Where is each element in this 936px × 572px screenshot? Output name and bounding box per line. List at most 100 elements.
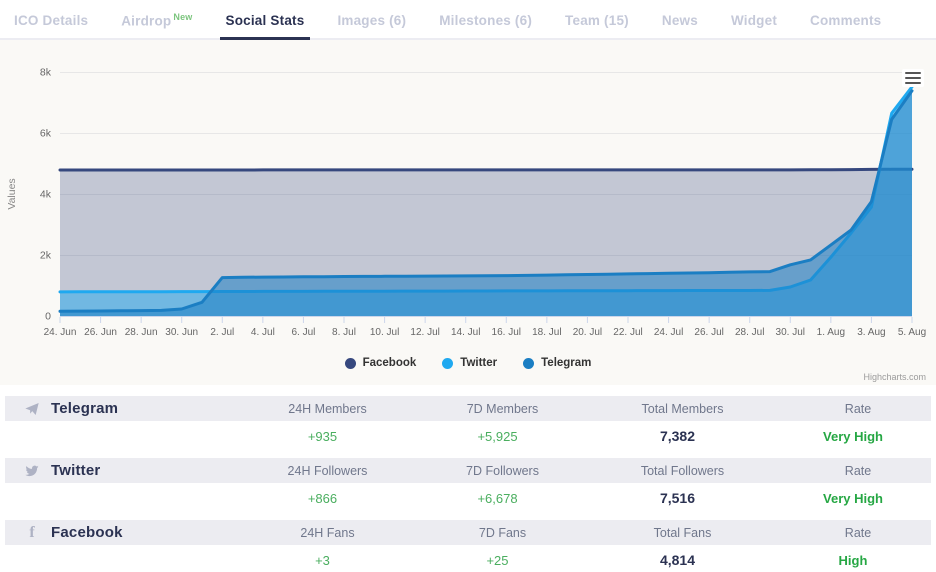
x-axis-label: 20. Jul: [573, 327, 602, 338]
tab-label: Social Stats: [225, 13, 305, 28]
telegram-legend-dot: [523, 357, 535, 369]
delta-value: +935: [307, 428, 338, 444]
network-name: Twitter: [51, 462, 101, 479]
legend-label: Telegram: [541, 357, 592, 369]
chart-context-menu-button[interactable]: [902, 69, 924, 87]
tab-label: Comments: [810, 13, 882, 28]
telegram-line: [58, 89, 914, 313]
x-axis-label: 30. Jul: [776, 327, 805, 338]
x-axis-label: 4. Jul: [251, 327, 275, 338]
x-axis-label: 24. Jun: [44, 327, 77, 338]
x-axis-label: 3. Aug: [857, 327, 885, 338]
x-axis-label: 14. Jul: [451, 327, 480, 338]
x-axis-label: 8. Jul: [332, 327, 356, 338]
twitter-header: Twitter: [5, 462, 240, 480]
tab-label: Images (6): [337, 13, 407, 28]
telegram-icon: [23, 400, 41, 418]
facebook-line: [58, 167, 914, 172]
telegram-area: [60, 90, 912, 316]
chart-legend: Facebook Twitter Telegram: [0, 357, 936, 369]
column-label: Rate: [844, 525, 872, 540]
x-axis-label: 12. Jul: [410, 327, 439, 338]
total-value: 7,382: [659, 428, 696, 444]
y-axis-label: 6k: [40, 128, 52, 140]
x-axis-label: 26. Jun: [84, 327, 117, 338]
social-stats-chart: 0 2k 4k 6k 8k Values 24. Jun 26. Jun 28. Jun 30. …: [0, 40, 936, 385]
y-axis-label: 2k: [40, 250, 52, 262]
tab-images-6[interactable]: Images (6): [335, 1, 408, 38]
column-label: 24H Followers: [287, 463, 368, 478]
column-label: 7D Members: [466, 401, 539, 416]
column-label: Total Followers: [640, 463, 725, 478]
new-badge: New: [173, 11, 193, 22]
column-label: 7D Followers: [466, 463, 539, 478]
delta-value: +25: [486, 552, 509, 568]
facebook-header: f Facebook: [5, 524, 240, 542]
legend-label: Facebook: [362, 357, 417, 369]
tab-label: Airdrop: [121, 13, 172, 28]
twitter-legend-dot: [442, 357, 454, 369]
tab-label: Milestones (6): [439, 13, 533, 28]
rate-value: Very High: [823, 428, 883, 444]
x-axis-label: 2. Jul: [210, 327, 234, 338]
delta-value: +5,925: [477, 428, 518, 444]
column-label: 24H Fans: [300, 525, 355, 540]
x-axis-label: 28. Jun: [125, 327, 158, 338]
y-axis-title: Values: [6, 178, 18, 209]
column-label: Rate: [844, 463, 872, 478]
social-stats-table: Telegram 24H Members 7D Members Total Membe…: [0, 385, 936, 572]
network-name: Facebook: [51, 524, 123, 541]
column-label: Total Members: [641, 401, 724, 416]
column-label: Total Fans: [653, 525, 712, 540]
telegram-header: Telegram: [5, 400, 240, 418]
facebook-stats-row: f Facebook 24H Fans 7D Fans Total Fans Rate +3…: [0, 520, 936, 572]
telegram-stats-row: Telegram 24H Members 7D Members Total Membe…: [0, 396, 936, 451]
x-axis-label: 24. Jul: [654, 327, 683, 338]
delta-value: +6,678: [477, 490, 518, 506]
legend-label: Twitter: [460, 357, 498, 369]
x-axis-label: 22. Jul: [613, 327, 642, 338]
highcharts-credits[interactable]: Highcharts.com: [863, 372, 926, 382]
tab-bar: ICO Details Airdrop New Social Stats Images …: [0, 0, 936, 40]
total-value: 7,516: [659, 490, 696, 506]
x-axis-label: 1. Aug: [817, 327, 845, 338]
y-axis-label: 0: [45, 311, 51, 323]
delta-value: +866: [307, 490, 338, 506]
x-axis-label: 28. Jul: [735, 327, 764, 338]
x-axis-label: 30. Jun: [165, 327, 198, 338]
rate-value: High: [838, 552, 868, 568]
twitter-icon: [23, 462, 41, 480]
x-axis-label: 6. Jul: [291, 327, 315, 338]
tab-comments[interactable]: Comments: [808, 1, 883, 38]
column-label: 7D Fans: [478, 525, 527, 540]
x-axis-label: 26. Jul: [694, 327, 723, 338]
x-axis-label: 10. Jul: [370, 327, 399, 338]
rate-value: Very High: [823, 490, 883, 506]
tab-team-15[interactable]: Team (15): [563, 1, 631, 38]
legend-item-twitter[interactable]: Twitter: [442, 357, 497, 369]
tab-label: News: [661, 13, 698, 28]
facebook-legend-dot: [344, 357, 356, 369]
tab-label: ICO Details: [14, 13, 89, 28]
tab-airdrop[interactable]: Airdrop New: [119, 0, 194, 38]
tab-milestones-6[interactable]: Milestones (6): [437, 1, 534, 38]
column-label: Rate: [844, 401, 872, 416]
y-axis-label: 4k: [40, 189, 52, 201]
tab-news[interactable]: News: [660, 1, 700, 38]
tab-social-stats[interactable]: Social Stats: [219, 1, 311, 40]
total-value: 4,814: [659, 552, 696, 568]
twitter-stats-row: Twitter 24H Followers 7D Followers Total Fo…: [0, 458, 936, 513]
legend-item-telegram[interactable]: Telegram: [523, 357, 591, 369]
y-axis-label: 8k: [40, 67, 52, 79]
tab-label: Widget: [730, 13, 778, 28]
x-axis-label: 16. Jul: [492, 327, 521, 338]
column-label: 24H Members: [288, 401, 367, 416]
area-chart-canvas: 0 2k 4k 6k 8k Values 24. Jun 26. Jun 28. Jun 30. …: [6, 67, 926, 339]
facebook-icon: f: [29, 523, 35, 541]
x-axis-label: 5. Aug: [898, 327, 926, 338]
x-axis-label: 18. Jul: [532, 327, 561, 338]
legend-item-facebook[interactable]: Facebook: [344, 357, 417, 369]
network-name: Telegram: [51, 400, 119, 417]
tab-ico-details[interactable]: ICO Details: [12, 1, 90, 38]
tab-widget[interactable]: Widget: [729, 1, 779, 38]
